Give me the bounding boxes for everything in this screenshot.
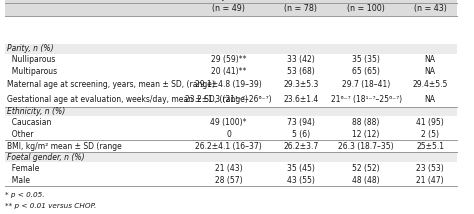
Text: NA: NA [425, 55, 436, 64]
Text: 88 (88): 88 (88) [353, 118, 380, 127]
Bar [5, 128, 457, 140]
Text: * p < 0.05.: * p < 0.05. [5, 192, 44, 198]
Text: 29.3±5.3: 29.3±5.3 [283, 80, 319, 89]
Text: 29.7 (18–41): 29.7 (18–41) [342, 80, 390, 89]
Text: Caucasian: Caucasian [7, 118, 52, 127]
Text: 21 (43): 21 (43) [215, 163, 243, 172]
Text: 26.3 (18.7–35): 26.3 (18.7–35) [338, 142, 394, 151]
Text: 73 (94): 73 (94) [287, 118, 315, 127]
Text: 23.2±1.3 (21¹⁻⁷–26⁶⁻⁷): 23.2±1.3 (21¹⁻⁷–26⁶⁻⁷) [185, 95, 272, 104]
Text: 48 (48): 48 (48) [352, 176, 380, 185]
Bar [5, 162, 457, 174]
Text: 21⁶⁻⁷ (18¹⁻⁷–25⁶⁻⁷): 21⁶⁻⁷ (18¹⁻⁷–25⁶⁻⁷) [330, 95, 402, 104]
Bar [5, 107, 457, 116]
Text: Parity, n (%): Parity, n (%) [7, 44, 54, 53]
Text: 23 (53): 23 (53) [416, 163, 444, 172]
Text: 29.1±4.8 (19–39): 29.1±4.8 (19–39) [195, 80, 262, 89]
Bar [5, 54, 457, 65]
Text: 28 (57): 28 (57) [215, 176, 243, 185]
Text: NA: NA [425, 95, 436, 104]
Text: 53 (68): 53 (68) [287, 67, 315, 76]
Text: Gestational age at evaluation, weeks/day, mean ± SD, (range): Gestational age at evaluation, weeks/day… [7, 95, 248, 104]
Text: Multiparous: Multiparous [7, 67, 57, 76]
Bar [5, 0, 457, 16]
Text: 5 (6): 5 (6) [292, 130, 310, 139]
Text: 12 (12): 12 (12) [353, 130, 380, 139]
Text: Study cohort
(n = 49): Study cohort (n = 49) [203, 0, 255, 13]
Text: Maternal age at screening, years, mean ± SD, (range): Maternal age at screening, years, mean ±… [7, 80, 215, 89]
Text: NA: NA [425, 67, 436, 76]
Text: 41 (95): 41 (95) [416, 118, 444, 127]
Text: 20 (41)**: 20 (41)** [211, 67, 246, 76]
Text: Male: Male [7, 176, 30, 185]
Bar [5, 78, 457, 92]
Text: CHOP
(n = 100): CHOP (n = 100) [347, 0, 385, 13]
Bar [5, 92, 457, 107]
Text: 35 (35): 35 (35) [352, 55, 380, 64]
Text: 29.4±5.5: 29.4±5.5 [412, 80, 448, 89]
Text: 0: 0 [226, 130, 231, 139]
Text: ** p < 0.01 versus CHOP.: ** p < 0.01 versus CHOP. [5, 203, 96, 209]
Text: 2 (5): 2 (5) [421, 130, 439, 139]
Text: 25±5.1: 25±5.1 [416, 142, 444, 151]
Text: 21 (47): 21 (47) [416, 176, 444, 185]
Bar [5, 44, 457, 54]
Text: Nulliparous: Nulliparous [7, 55, 55, 64]
Text: 52 (52): 52 (52) [352, 163, 380, 172]
Text: 49 (100)*: 49 (100)* [210, 118, 247, 127]
Text: 65 (65): 65 (65) [352, 67, 380, 76]
Bar [5, 174, 457, 186]
Text: 26.2±3.7: 26.2±3.7 [283, 142, 319, 151]
Bar [5, 140, 457, 152]
Text: Foetal gender, n (%): Foetal gender, n (%) [7, 153, 85, 162]
Text: 26.2±4.1 (16–37): 26.2±4.1 (16–37) [195, 142, 262, 151]
Text: BMI, kg/m² mean ± SD (range: BMI, kg/m² mean ± SD (range [7, 142, 122, 151]
Text: 29 (59)**: 29 (59)** [211, 55, 246, 64]
Text: 43 (55): 43 (55) [287, 176, 315, 185]
Text: Female: Female [7, 163, 39, 172]
Text: MOMS
(n = 78): MOMS (n = 78) [284, 0, 318, 13]
Bar [5, 65, 457, 78]
Text: 33 (42): 33 (42) [287, 55, 315, 64]
Text: 35 (45): 35 (45) [287, 163, 315, 172]
Text: Other: Other [7, 130, 34, 139]
Text: 23.6±1.4: 23.6±1.4 [283, 95, 319, 104]
Text: VUMC
(n = 43): VUMC (n = 43) [414, 0, 447, 13]
Bar [5, 152, 457, 162]
Bar [5, 116, 457, 128]
Text: Ethnicity, n (%): Ethnicity, n (%) [7, 107, 65, 116]
